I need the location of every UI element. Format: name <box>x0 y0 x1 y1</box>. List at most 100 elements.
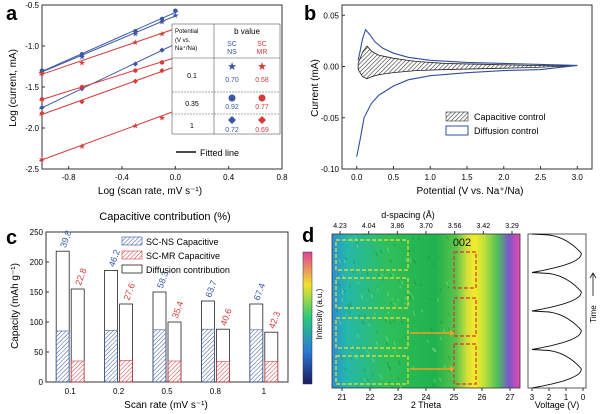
x-tick-label-c: 0.1 <box>65 387 77 396</box>
heat-streak <box>409 295 412 301</box>
top-tick-label-d: 3.56 <box>448 223 462 230</box>
heat-streak <box>363 368 366 373</box>
heat-streak <box>446 281 449 287</box>
heat-streak <box>344 367 347 371</box>
heat-streak <box>343 260 347 263</box>
heat-streak <box>349 302 352 308</box>
x-tick-label-a: 0.8 <box>276 173 288 182</box>
star-icon: ★ <box>227 61 237 73</box>
heat-streak <box>400 239 403 243</box>
x-tick-label-d: 25 <box>450 393 459 402</box>
heat-streak <box>387 318 390 321</box>
peak-label-002: 002 <box>453 237 471 249</box>
y-tick-label-c: 50 <box>34 348 43 357</box>
heat-streak <box>390 301 393 306</box>
panel-a-chart: a -0.5 -1.0 -1.5 -2.0 -2.5 -0.8 -0.4 0.0 0.4 0.8… <box>6 1 288 197</box>
heat-streak <box>436 297 439 302</box>
heat-streak <box>385 340 388 346</box>
heat-streak <box>400 320 403 324</box>
heat-streak <box>399 285 402 289</box>
heat-streak <box>393 341 396 346</box>
y-tick-label-a: -2.5 <box>25 165 39 174</box>
x-tick-label-d: 23 <box>394 393 403 402</box>
mr-percent-label: 27.6 <box>122 282 137 302</box>
heat-streak <box>339 320 342 325</box>
y-tick-label-a: -1.0 <box>25 42 39 51</box>
x-tick-label-a: -0.8 <box>62 173 76 182</box>
heat-streak <box>403 301 407 305</box>
panel-label-b: b <box>304 3 316 25</box>
data-point <box>132 78 138 84</box>
panel-label-d: d <box>302 225 314 247</box>
data-point <box>133 29 138 34</box>
mr-percent-label: 35.4 <box>170 300 185 320</box>
y-tick-label-a: -1.5 <box>25 83 39 92</box>
heat-streak <box>394 349 397 354</box>
bar-mr-capacitive <box>70 360 85 383</box>
data-point: ★ <box>38 155 45 164</box>
x-tick-label-d: 22 <box>366 393 375 402</box>
fitted-line <box>39 42 179 110</box>
y-tick-label-c: 0 <box>39 378 44 387</box>
bar-ns-capacitive <box>152 329 167 383</box>
heat-streak <box>338 259 341 264</box>
panel-d-chart: d Intensity (a.u.) d-spacing (Å) 21 22 23 2… <box>302 210 598 410</box>
x-axis-label-b: Potential (V vs. Na⁺/Na) <box>417 186 524 197</box>
table-col-ns-2: NS <box>227 49 237 56</box>
heat-streak <box>363 378 366 382</box>
heat-streak <box>347 303 350 309</box>
x-tick-label-b: 0.0 <box>351 173 363 182</box>
colorbar <box>302 251 313 385</box>
heat-streak <box>427 256 430 260</box>
y-axis-label-b: Current (mA) <box>310 59 321 117</box>
heat-streak <box>446 236 449 240</box>
y-tick-label-b: -0.05 <box>321 114 340 123</box>
data-point <box>39 110 45 116</box>
heat-streak <box>389 259 392 264</box>
heat-streak <box>375 330 379 334</box>
heat-streak <box>414 280 417 285</box>
diamond-icon <box>258 116 266 124</box>
heat-streak <box>391 297 394 301</box>
table-row-1-ns: 0.92 <box>225 104 239 111</box>
heat-streak <box>412 247 415 252</box>
heat-streak <box>393 243 396 247</box>
heat-streak <box>413 259 417 264</box>
x-tick-label-c: 1 <box>262 387 267 396</box>
legend-ns-label: SC-NS Capacitive <box>146 237 219 247</box>
data-point: ★ <box>158 17 165 26</box>
top-tick-label-d: 3.70 <box>419 223 433 230</box>
colorbar-label: Intensity (a.u.) <box>315 288 324 339</box>
heat-streak <box>388 365 391 370</box>
heat-streak <box>409 257 412 263</box>
heat-streak <box>348 310 351 314</box>
heat-streak <box>397 377 400 380</box>
y-tick-label-a: -2.0 <box>25 124 39 133</box>
top-axis-label-d: d-spacing (Å) <box>381 210 435 220</box>
heat-streak <box>380 273 384 277</box>
heat-streak <box>382 278 385 281</box>
heat-streak <box>404 297 407 301</box>
heat-streak <box>352 260 356 265</box>
fitted-line <box>39 65 179 116</box>
legend-diffusion-swatch <box>121 264 143 274</box>
heat-streak <box>392 273 395 277</box>
heat-streak <box>351 237 354 243</box>
x-axis-label-d: 2 Theta <box>411 400 441 410</box>
table-col-ns-1: SC <box>227 41 237 48</box>
data-point <box>159 47 165 53</box>
bar-mr-capacitive <box>119 360 133 383</box>
panel-label-c: c <box>6 227 17 249</box>
heat-streak <box>426 339 429 343</box>
heat-streak <box>370 293 374 299</box>
fitted-line <box>39 109 179 162</box>
data-point: ★ <box>172 11 179 20</box>
side-x-tick-label: 0 <box>581 393 586 402</box>
heat-streak <box>367 288 371 293</box>
heat-streak <box>399 384 402 389</box>
table-row-2-potential: 1 <box>190 123 194 130</box>
heat-streak <box>343 289 346 293</box>
heat-streak <box>448 355 451 361</box>
heat-streak <box>335 308 338 313</box>
heat-streak <box>420 283 423 287</box>
